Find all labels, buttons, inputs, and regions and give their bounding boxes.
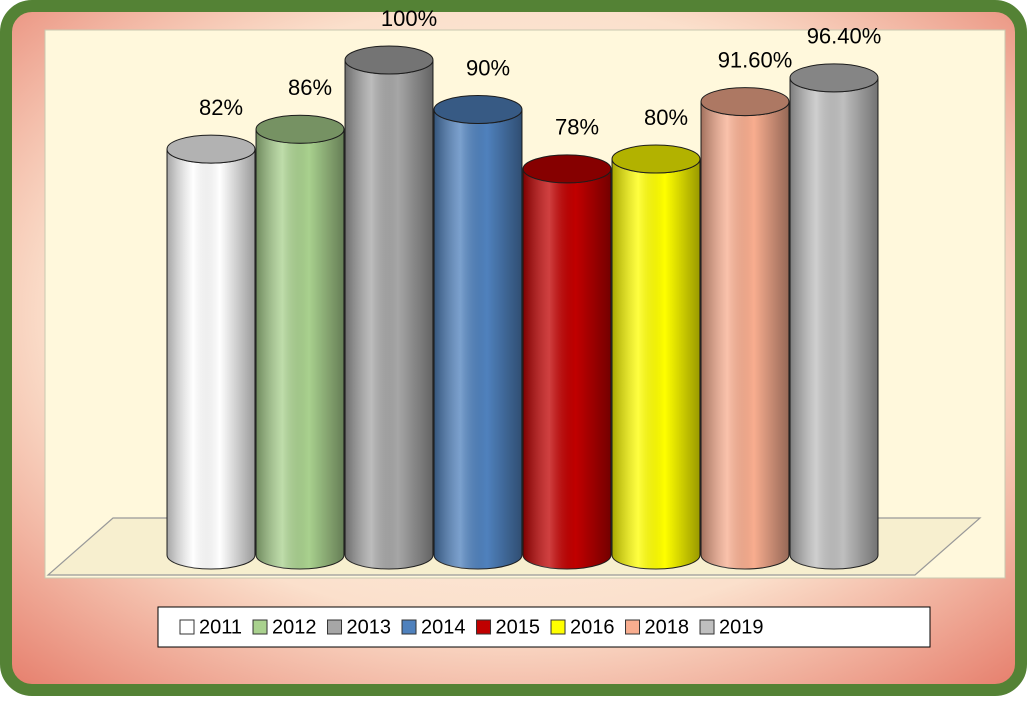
cylinder-top	[344, 45, 434, 75]
cylinder-top-shade	[345, 46, 433, 74]
cylinder-top	[166, 134, 256, 164]
legend-label: 2013	[347, 616, 392, 638]
cylinder-top-shade	[612, 145, 700, 173]
cylinder-shade	[701, 101, 789, 569]
data-label: 91.60%	[718, 47, 793, 72]
legend-swatch	[179, 619, 195, 635]
cylinder-top	[433, 95, 523, 124]
cylinder-top-shade	[701, 87, 789, 116]
legend-label: 2014	[421, 616, 466, 638]
legend-label: 2019	[719, 616, 764, 638]
cylinder-shade	[345, 60, 433, 569]
cylinder-top	[255, 114, 345, 144]
data-label: 100%	[381, 6, 437, 31]
cylinder-top-shade	[256, 115, 344, 144]
data-label: 96.40%	[807, 24, 882, 49]
data-label: 90%	[466, 55, 510, 80]
legend-swatch	[252, 619, 268, 635]
legend-label: 2015	[496, 616, 541, 638]
legend-swatch	[699, 619, 715, 635]
data-label: 86%	[288, 75, 332, 100]
legend-label: 2012	[272, 616, 317, 638]
cylinder-shade	[434, 109, 522, 569]
cylinder-shade	[256, 129, 344, 570]
cylinder-top-shade	[790, 63, 878, 92]
legend-swatch	[401, 619, 417, 635]
cylinder-top-shade	[434, 95, 522, 124]
cylinder-shade	[790, 77, 878, 569]
cylinder-top	[611, 144, 701, 174]
cylinder-top	[789, 63, 879, 93]
legend-swatch	[476, 619, 492, 635]
data-label: 82%	[199, 95, 243, 120]
legend-swatch	[550, 619, 566, 635]
legend	[157, 606, 931, 648]
cylinder-top	[522, 154, 612, 184]
legend-label: 2016	[570, 616, 615, 638]
cylinder-shade	[523, 168, 611, 569]
legend-label: 2018	[645, 616, 690, 638]
cylinder-top-shade	[523, 154, 611, 183]
legend-swatch	[625, 619, 641, 635]
data-label: 78%	[555, 115, 599, 140]
cylinder-top-shade	[167, 135, 255, 164]
data-label: 80%	[644, 105, 688, 130]
cylinder-shade	[612, 159, 700, 569]
legend-swatch	[327, 619, 343, 635]
cylinder-shade	[167, 149, 255, 569]
cylinder-top	[700, 87, 790, 117]
legend-label: 2011	[199, 616, 242, 638]
